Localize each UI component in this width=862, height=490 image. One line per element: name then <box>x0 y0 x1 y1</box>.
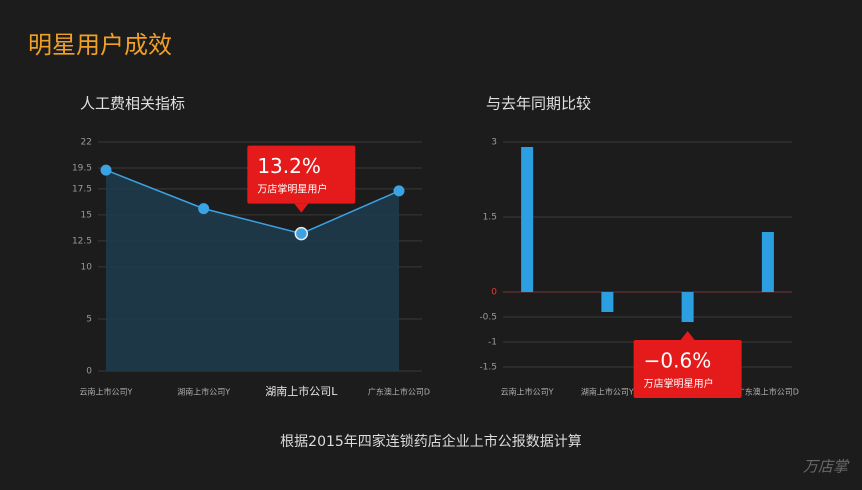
bar <box>521 147 534 292</box>
y-tick-label: -0.5 <box>479 313 497 323</box>
x-tick-label: 广东澳上市公司D <box>737 387 799 397</box>
chart-title: 人工费相关指标 <box>80 95 185 113</box>
y-tick-label: 5 <box>86 314 92 324</box>
annotation-subtext: 万店掌明星用户 <box>257 183 327 196</box>
bar <box>681 292 694 322</box>
x-tick-label: 广东澳上市公司D <box>368 387 430 397</box>
point <box>100 164 112 176</box>
y-tick-label: 0 <box>491 288 497 298</box>
y-tick-label: -1 <box>488 338 497 348</box>
y-tick-label: 17.5 <box>72 184 92 194</box>
point <box>393 185 405 197</box>
slide-title: 明星用户成效 <box>28 31 172 59</box>
annotation-value: 13.2% <box>257 154 321 178</box>
annotation-box <box>247 145 356 204</box>
bar <box>601 292 614 312</box>
point <box>198 203 210 215</box>
annotation-pointer <box>680 331 695 340</box>
y-tick-label: 3 <box>491 138 497 148</box>
y-tick-label: 12.5 <box>72 236 92 246</box>
y-tick-label: -1.5 <box>479 363 497 373</box>
y-tick-label: 1.5 <box>483 213 497 223</box>
y-tick-label: 0 <box>86 367 92 377</box>
x-tick-label: 云南上市公司Y <box>501 387 554 397</box>
point <box>294 226 309 241</box>
y-tick-label: 22 <box>81 138 92 148</box>
footer-note: 根据2015年四家连锁药店企业上市公报数据计算 <box>280 433 582 450</box>
line <box>105 169 400 235</box>
x-tick-label: 云南上市公司Y <box>80 387 133 397</box>
annotation-subtext: 万店掌明星用户 <box>644 377 714 390</box>
logo: 万店掌 <box>803 458 850 476</box>
annotation-value: −0.6% <box>644 349 712 373</box>
y-tick-label: 15 <box>81 210 92 220</box>
annotation-pointer <box>294 203 309 213</box>
y-tick-label: 10 <box>81 262 93 272</box>
x-tick-label: 湖南上市公司Y <box>177 387 230 397</box>
y-tick-label: 19.5 <box>72 164 92 174</box>
bar <box>761 232 774 292</box>
x-tick-label: 湖南上市公司Y <box>581 387 634 397</box>
chart-title: 与去年同期比较 <box>486 95 591 113</box>
area <box>106 170 399 371</box>
annotation-box <box>633 340 742 398</box>
x-tick-label: 湖南上市公司L <box>265 384 338 398</box>
